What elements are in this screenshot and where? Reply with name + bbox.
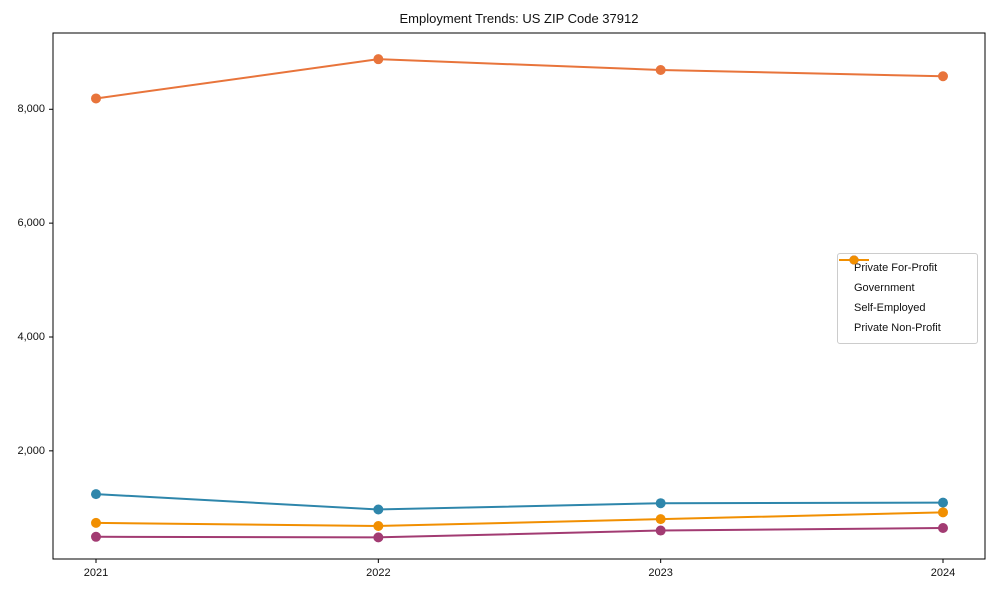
series-line-self-employed [95,526,944,539]
data-point-private-for-profit-2021 [91,93,101,104]
legend-item-self-employed: Self-Employed [839,255,969,316]
legend-item-private-non-profit: Private Non-Profit [839,255,969,336]
data-point-government-2024 [938,497,948,508]
legend-label: Private Non-Profit [854,322,941,334]
x-tick-label: 2021 [83,567,109,579]
legend-label: Self-Employed [854,302,926,314]
series-line-private-for-profit [95,58,944,100]
y-tick-label: 6,000 [17,217,45,230]
legend: Private For-Profit Government Self-Employe… [837,253,978,344]
legend-marker [849,255,859,265]
series-line-private-non-profit [95,511,944,527]
data-point-government-2022 [373,504,384,515]
legend-item-government: Government [839,255,969,296]
x-tick-label: 2023 [648,567,673,579]
data-point-private-non-profit-2023 [655,514,666,525]
y-tick-label: 2,000 [17,444,45,457]
y-tick-label: 4,000 [17,330,45,343]
data-point-self-employed-2024 [938,522,948,533]
chart-title: Employment Trends: US ZIP Code 37912 [399,11,639,26]
data-point-self-employed-2023 [655,525,666,536]
data-point-private-non-profit-2024 [938,507,948,518]
legend-label: Government [854,282,915,294]
y-tick-label: 8,000 [17,103,45,116]
series-line-government [95,493,944,511]
data-point-self-employed-2021 [91,531,101,542]
data-point-government-2023 [655,498,666,509]
x-tick-label: 2024 [930,567,956,579]
data-point-private-for-profit-2023 [655,65,666,76]
data-point-private-for-profit-2022 [373,54,384,65]
data-point-private-non-profit-2021 [91,517,101,528]
plot-frame [52,32,986,560]
legend-label: Private For-Profit [854,262,938,274]
data-point-private-non-profit-2022 [373,520,384,531]
x-tick-label: 2022 [366,567,391,579]
data-point-self-employed-2022 [373,532,384,543]
data-point-private-for-profit-2024 [938,71,948,82]
legend-line-marker-icon [839,255,869,265]
data-point-government-2021 [91,489,101,500]
